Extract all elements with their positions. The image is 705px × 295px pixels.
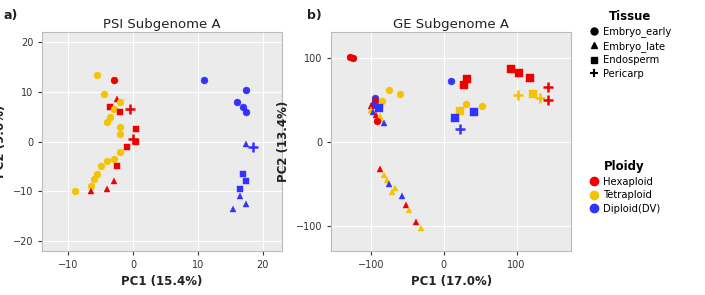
Text: b): b) bbox=[307, 9, 321, 22]
Y-axis label: PC2 (9.6%): PC2 (9.6%) bbox=[0, 105, 7, 178]
Legend: Embryo_early, Embryo_late, Endosperm, Pericarp: Embryo_early, Embryo_late, Endosperm, Pe… bbox=[587, 8, 673, 81]
X-axis label: PC1 (17.0%): PC1 (17.0%) bbox=[410, 275, 492, 288]
Y-axis label: PC2 (13.4%): PC2 (13.4%) bbox=[277, 101, 290, 182]
Title: PSI Subgenome A: PSI Subgenome A bbox=[104, 18, 221, 31]
Legend: Hexaploid, Tetraploid, Diploid(DV): Hexaploid, Tetraploid, Diploid(DV) bbox=[587, 158, 662, 216]
Text: a): a) bbox=[4, 9, 18, 22]
X-axis label: PC1 (15.4%): PC1 (15.4%) bbox=[121, 275, 203, 288]
Title: GE Subgenome A: GE Subgenome A bbox=[393, 18, 509, 31]
